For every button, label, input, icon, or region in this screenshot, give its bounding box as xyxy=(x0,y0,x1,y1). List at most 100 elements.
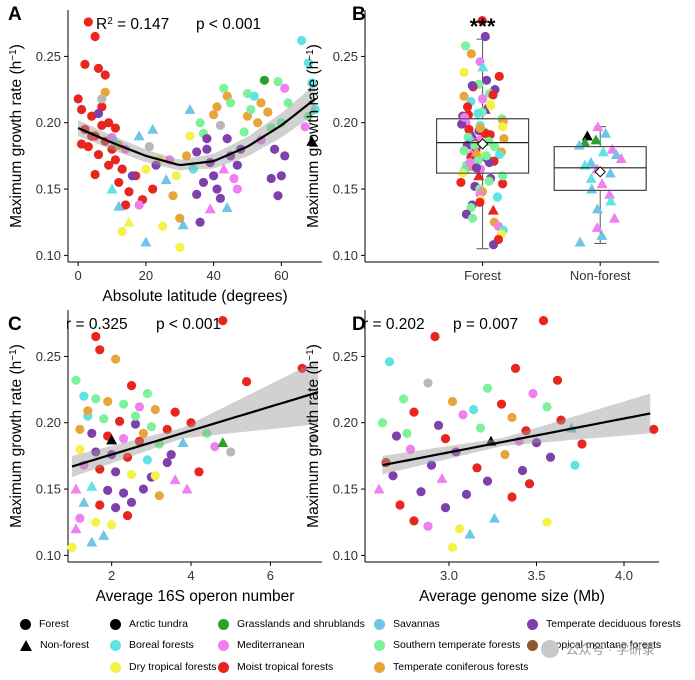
legend-biome-1: Boreal forests xyxy=(110,639,194,651)
data-point xyxy=(552,375,563,385)
data-point xyxy=(409,516,419,526)
box-outline xyxy=(436,118,530,174)
legend-label: Mediterranean xyxy=(237,639,305,651)
data-point xyxy=(475,197,485,207)
data-point xyxy=(91,447,101,457)
data-point xyxy=(498,122,508,132)
data-point xyxy=(75,513,85,523)
data-point-triangle xyxy=(487,204,499,215)
data-point xyxy=(134,436,145,446)
panel-B: 0.10 0.15 0.20 0.25 Maximum growth rate (h−1… xyxy=(305,4,659,283)
data-point xyxy=(517,465,528,476)
data-point xyxy=(130,419,141,429)
data-point-triangle xyxy=(477,61,489,72)
stat-r: r = 0.325 xyxy=(66,316,128,333)
data-point xyxy=(126,497,137,507)
data-point xyxy=(499,134,509,144)
y-tick-label: 0.10 xyxy=(36,548,61,563)
data-point xyxy=(127,171,137,181)
data-point xyxy=(297,363,307,373)
data-point-triangle xyxy=(605,195,617,206)
data-point-triangle xyxy=(473,170,485,181)
data-point xyxy=(170,407,180,417)
x-tick-label: 4.0 xyxy=(615,568,633,583)
data-point-triangle xyxy=(585,157,597,167)
data-point xyxy=(405,444,416,454)
legend-label: Temperate coniferous forests xyxy=(393,661,529,673)
legend-label: Boreal forests xyxy=(129,639,194,651)
x-tick-label: 4 xyxy=(187,568,194,583)
data-point xyxy=(300,122,310,132)
data-point xyxy=(459,112,470,123)
data-point xyxy=(276,171,286,181)
y-tick-label: 0.10 xyxy=(333,548,358,563)
data-point-triangle xyxy=(160,174,172,185)
data-point xyxy=(218,316,228,326)
data-point xyxy=(494,149,505,160)
data-point xyxy=(384,357,395,367)
data-point xyxy=(507,492,517,502)
data-point-triangle xyxy=(373,483,385,494)
data-point xyxy=(253,118,263,128)
data-point xyxy=(83,406,93,416)
data-point xyxy=(273,191,283,201)
data-point-triangle xyxy=(217,437,229,448)
data-point xyxy=(232,160,242,170)
legend-biome-10: Tropical montane forests xyxy=(527,639,661,651)
data-point-triangle xyxy=(581,130,593,141)
data-point xyxy=(71,375,81,385)
data-point xyxy=(498,171,508,181)
data-point xyxy=(198,177,209,188)
y-axis-label: Maximum growth rate (h−1) xyxy=(305,44,323,228)
data-point-triangle xyxy=(106,434,118,445)
data-point-triangle xyxy=(140,236,152,247)
x-tick-label: Non-forest xyxy=(570,268,631,283)
data-point xyxy=(148,184,158,194)
data-point-triangle xyxy=(585,172,597,183)
legend-label: Moist tropical forests xyxy=(237,661,334,673)
data-point-triangle xyxy=(592,121,604,132)
data-point xyxy=(430,331,440,342)
data-point xyxy=(99,414,109,424)
data-point-triangle xyxy=(169,474,181,485)
x-tick-label: 20 xyxy=(139,268,153,283)
data-point xyxy=(510,363,521,373)
data-point xyxy=(111,503,121,513)
legend-label: Tropical montane forests xyxy=(546,639,662,651)
legend-biome-4: Mediterranean xyxy=(218,639,305,651)
data-point xyxy=(570,460,580,470)
color-dot-icon xyxy=(527,618,538,630)
data-point xyxy=(498,179,508,189)
color-dot-icon xyxy=(374,639,385,651)
data-point xyxy=(138,484,149,494)
data-point xyxy=(146,422,156,432)
data-point xyxy=(95,345,105,355)
data-point xyxy=(507,412,517,423)
data-point xyxy=(307,78,317,88)
data-point xyxy=(126,469,137,480)
data-point xyxy=(377,418,388,428)
data-point xyxy=(114,416,125,427)
data-point-triangle xyxy=(147,123,159,134)
data-point xyxy=(93,149,104,160)
panel-C: 0.10 0.15 0.20 0.25 Maximum growth rate (h−1… xyxy=(8,310,322,605)
data-point xyxy=(202,428,212,438)
data-point xyxy=(488,90,498,100)
legend: Forest Non-forest Arctic tundra Boreal f… xyxy=(0,608,695,680)
data-point xyxy=(423,521,433,531)
color-dot-icon xyxy=(110,661,121,673)
legend-biome-9: Temperate deciduous forests xyxy=(527,618,681,630)
data-point xyxy=(440,434,451,444)
data-point xyxy=(142,388,152,399)
x-axis-label: Average 16S operon number xyxy=(96,588,295,605)
data-point xyxy=(215,120,225,130)
data-point xyxy=(151,160,161,170)
watermark-text: 公众号 · 学研录 xyxy=(565,642,655,657)
data-point xyxy=(142,455,152,465)
panel-label: B xyxy=(352,4,366,25)
y-tick-label: 0.20 xyxy=(36,115,61,130)
y-tick-label: 0.20 xyxy=(333,415,358,430)
data-point xyxy=(542,402,552,412)
data-point xyxy=(482,383,493,393)
